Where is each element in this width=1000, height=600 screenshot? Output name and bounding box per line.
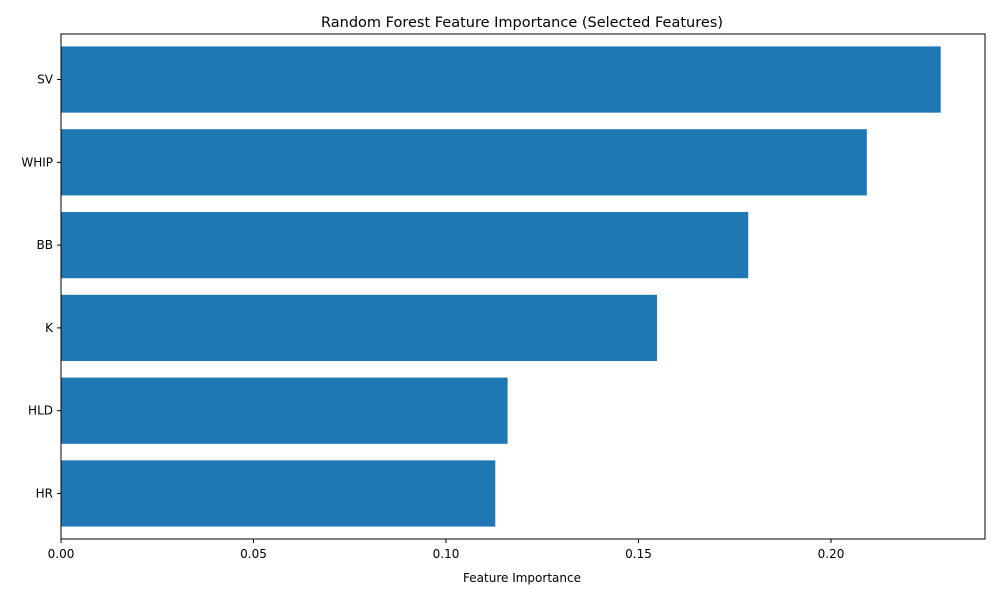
bar-k [61,294,657,362]
axes-layer [60,33,986,540]
y-tick-label: BB [37,238,53,252]
x-tick-label: 0.10 [433,547,460,561]
y-ticks-layer: SV WHIP BB K HLD HR [21,73,61,500]
bars-layer [61,46,941,527]
bar-sv [61,46,941,113]
bar-hr [61,460,496,527]
x-tick-label: 0.05 [240,547,267,561]
x-tick-label: 0.20 [818,547,845,561]
x-axis-label: Feature Importance [463,571,581,585]
plot-frame [60,33,986,540]
chart-title: Random Forest Feature Importance (Select… [321,15,723,31]
bar-whip [61,129,867,196]
bar-bb [61,211,749,279]
x-tick-label: 0.15 [625,547,652,561]
x-tick-label: 0.00 [48,547,75,561]
y-tick-label: HLD [28,404,53,418]
x-ticks-layer: 0.00 0.05 0.10 0.15 0.20 [48,539,845,561]
y-tick-label: K [45,321,54,335]
y-tick-label: WHIP [21,155,53,169]
y-tick-label: HR [36,486,53,500]
bar-hld [61,377,508,444]
y-tick-label: SV [37,73,54,87]
